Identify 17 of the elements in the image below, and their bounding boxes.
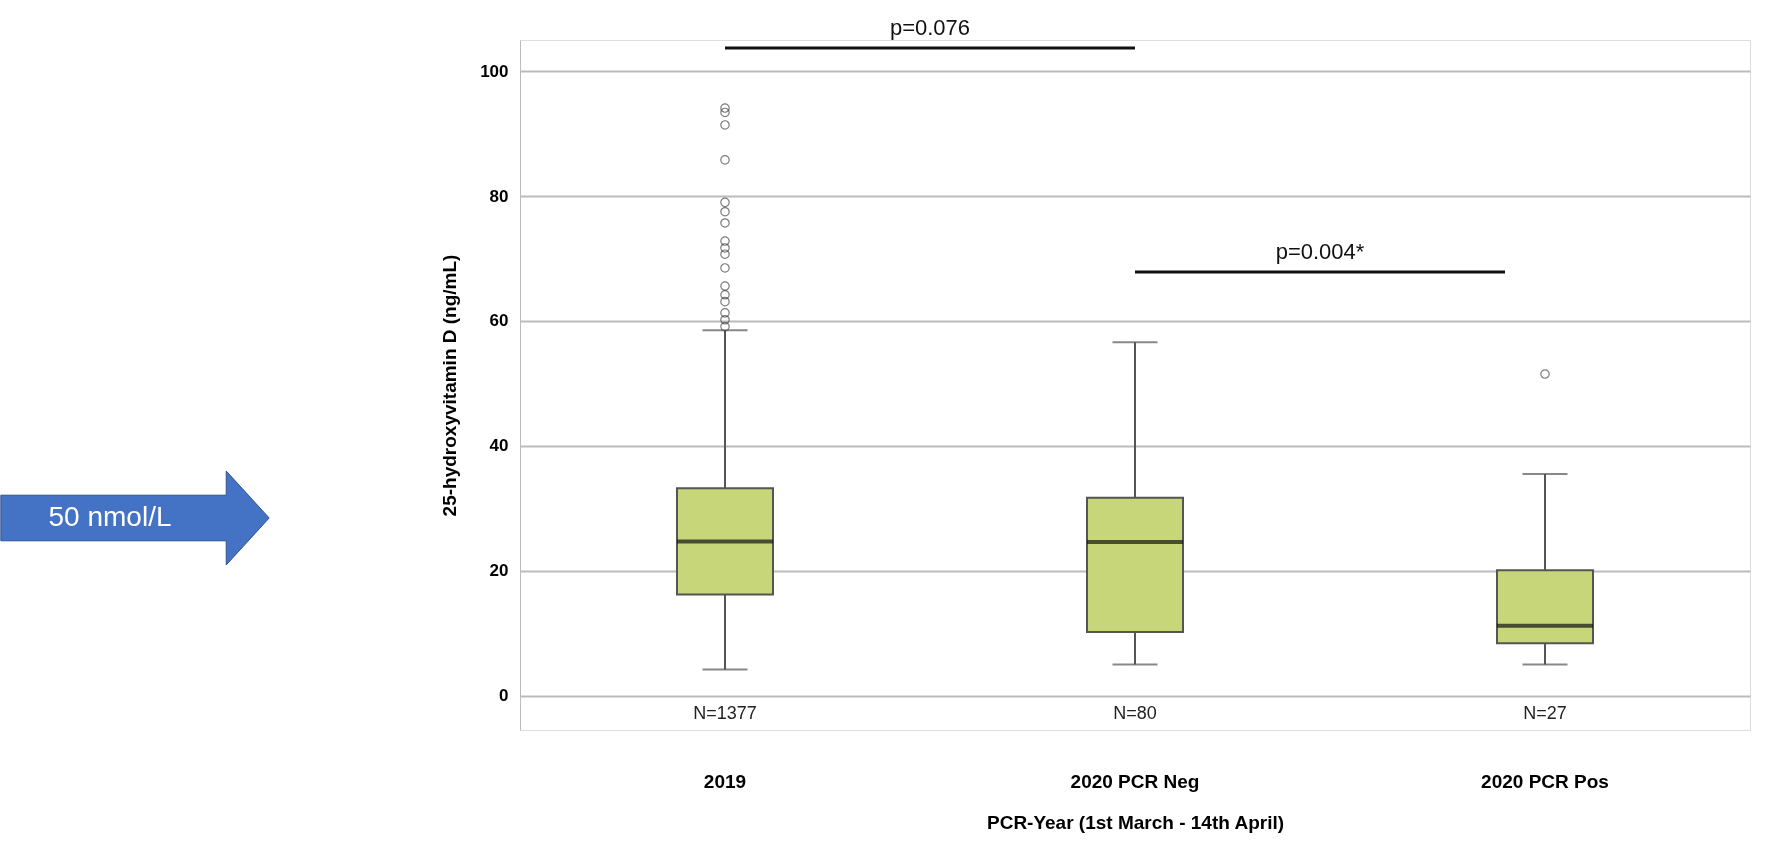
x-tick-label: 2020 PCR Pos xyxy=(1481,770,1609,792)
y-tick-label: 20 xyxy=(489,561,509,581)
y-axis-title: 25-hydroxyvitamin D (ng/mL) xyxy=(439,254,461,517)
text: p=0.076 xyxy=(889,15,971,40)
annotation: N=27 xyxy=(1523,703,1567,723)
annotation: N=1377 xyxy=(693,703,757,723)
annotation: p=0.004* xyxy=(1275,239,1365,264)
y-tick-label: 100 xyxy=(480,61,509,81)
x-tick-label: 2020 PCR Neg xyxy=(1070,770,1200,792)
y-tick-label: 60 xyxy=(489,311,509,331)
text: 50 nmol/L xyxy=(48,501,172,532)
x-axis-title: PCR-Year (1st March - 14th April) xyxy=(986,811,1285,833)
y-tick-label: 0 xyxy=(499,686,509,706)
x-tick-label: 2019 xyxy=(703,770,747,792)
annotation: N=80 xyxy=(1113,703,1157,723)
y-tick-label: 40 xyxy=(489,436,509,456)
y-tick-label: 80 xyxy=(489,186,509,206)
